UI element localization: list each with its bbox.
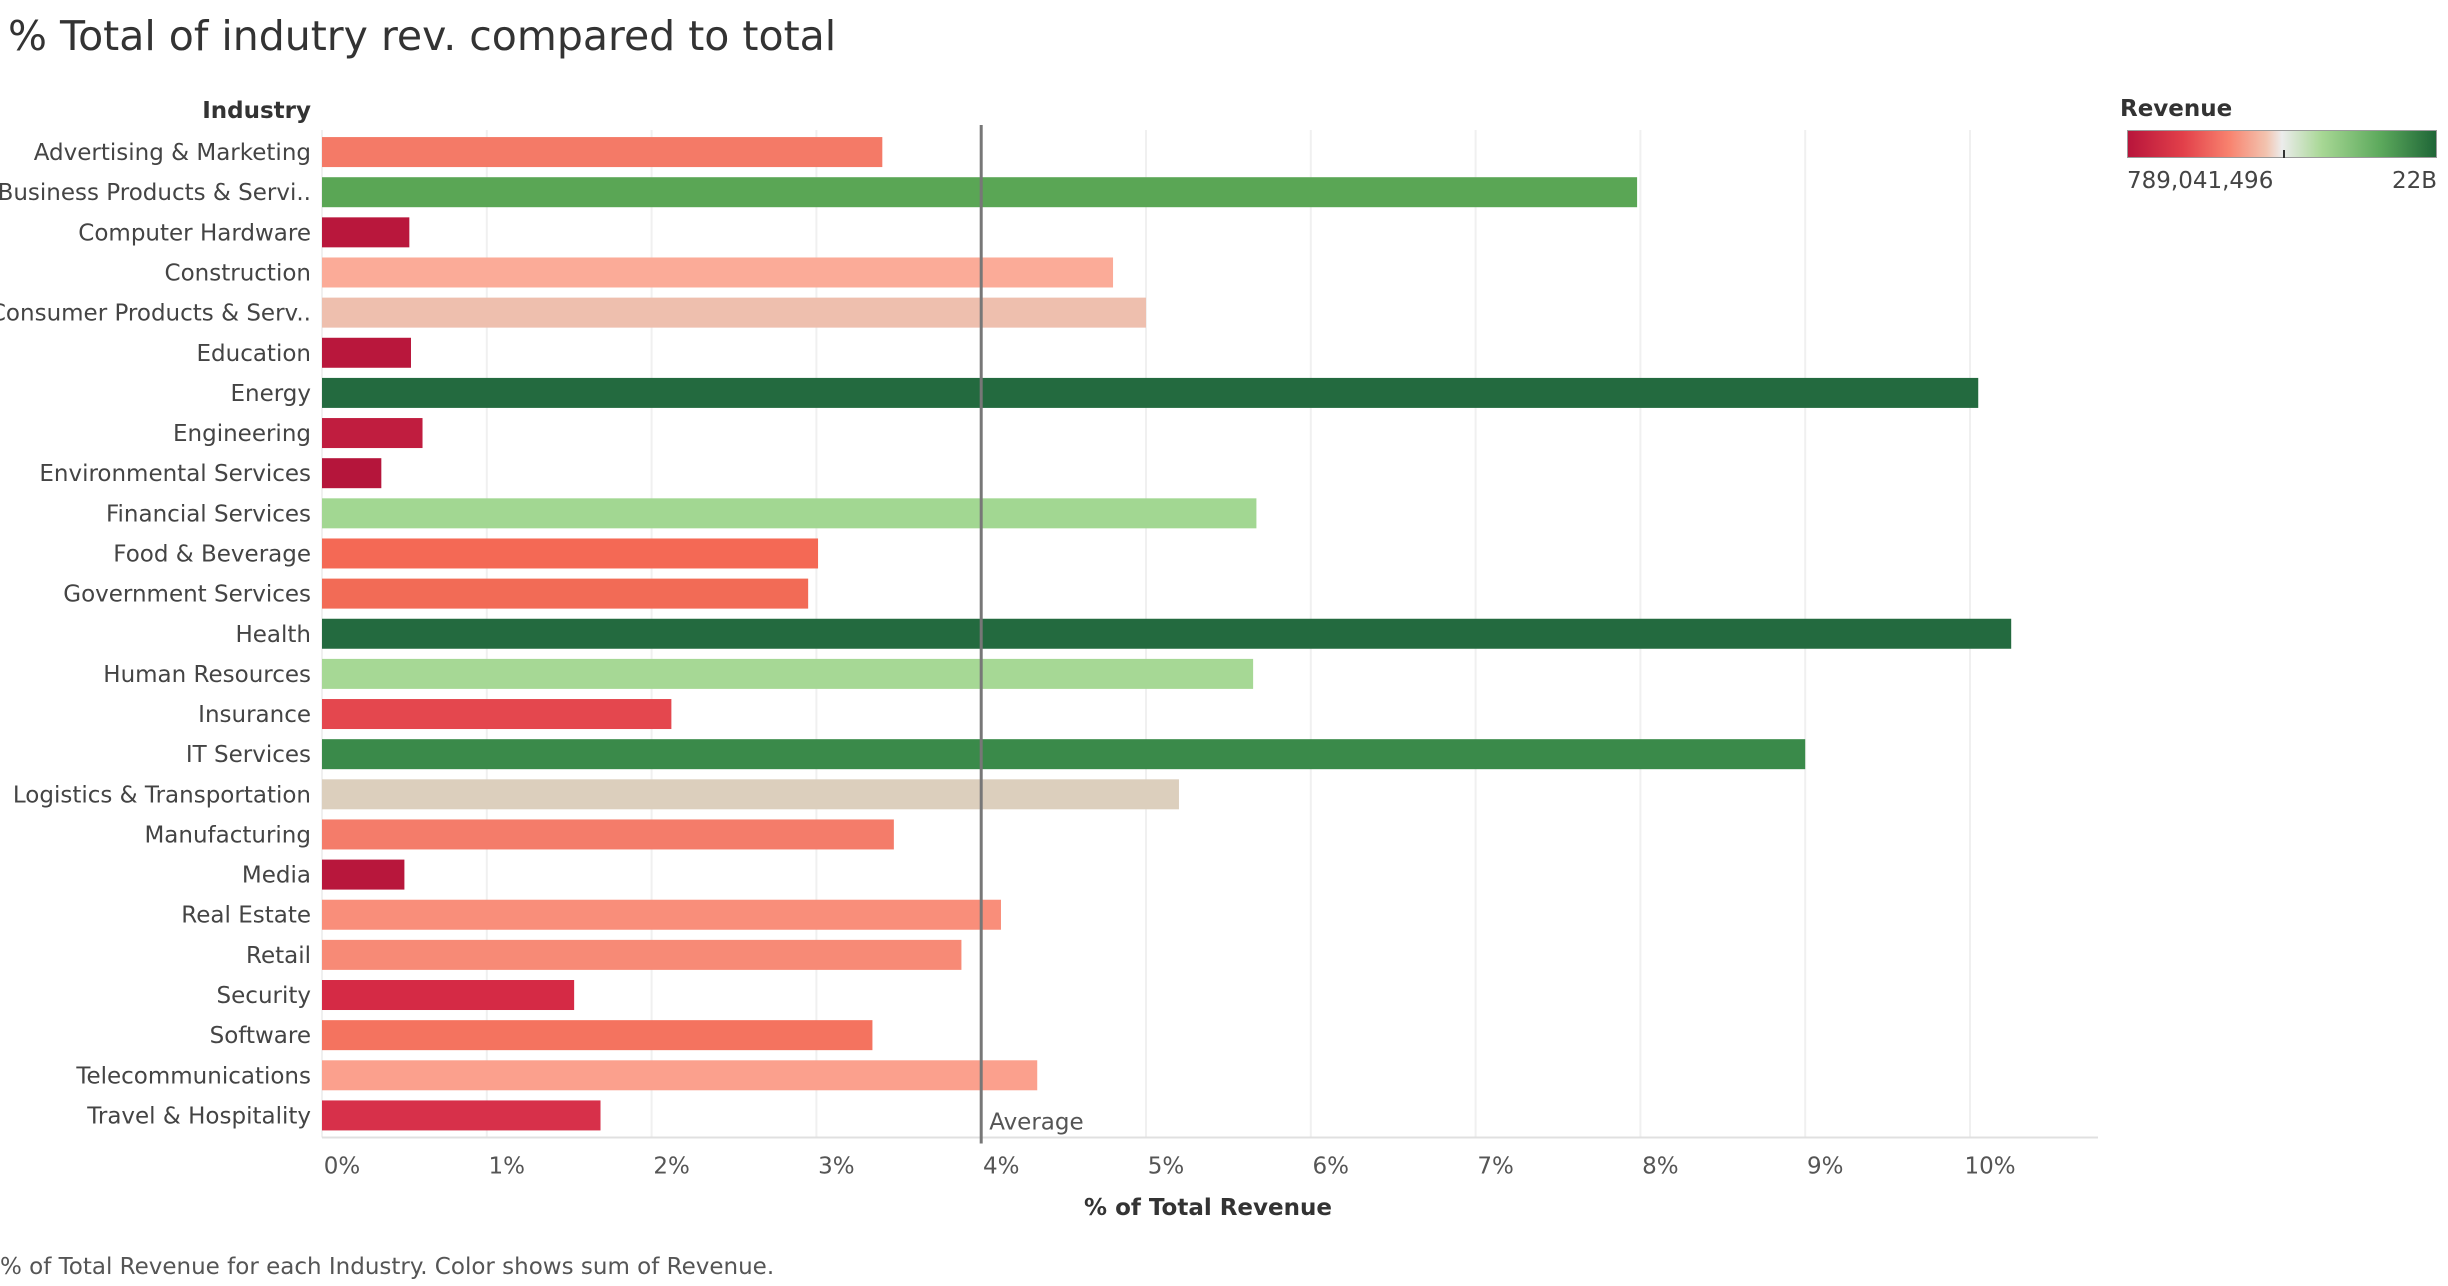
category-label: Energy [230, 381, 311, 407]
legend-max-label: 22B [2391, 168, 2437, 194]
x-tick-label: 2% [653, 1154, 690, 1180]
bar [322, 1060, 1038, 1091]
category-label: Computer Hardware [78, 220, 311, 246]
color-legend: Revenue 789,041,496 22B [2120, 96, 2448, 206]
chart-caption: % of Total Revenue for each Industry. Co… [0, 1254, 775, 1280]
average-reference-label: Average [989, 1110, 1083, 1136]
x-tick-label: 4% [983, 1154, 1020, 1180]
category-label: Security [217, 983, 311, 1009]
category-label: Environmental Services [39, 461, 311, 487]
bar [322, 859, 405, 890]
category-label: Real Estate [181, 903, 311, 929]
bar [322, 377, 1979, 408]
category-label: Business Products & Servi.. [0, 180, 311, 206]
category-label: Retail [246, 943, 311, 969]
category-label: Financial Services [106, 501, 311, 527]
x-tick-label: 1% [489, 1154, 526, 1180]
bar [322, 538, 819, 569]
x-tick-label: 8% [1642, 1154, 1679, 1180]
bar [322, 337, 411, 368]
bar [322, 498, 1257, 529]
legend-title: Revenue [2120, 96, 2233, 122]
bar [322, 819, 894, 850]
x-tick-label: 7% [1477, 1154, 1514, 1180]
bar [322, 699, 672, 730]
legend-color-ramp [2127, 130, 2437, 158]
category-label: Engineering [173, 421, 311, 447]
row-header: Industry [202, 98, 311, 124]
bar [322, 980, 575, 1011]
bar [322, 1100, 601, 1131]
chart-title: % Total of indutry rev. compared to tota… [8, 12, 837, 60]
category-labels: Advertising & Marketing Business Products… [0, 140, 311, 1129]
legend-midpoint-tick [2283, 150, 2285, 158]
category-label: Government Services [63, 582, 311, 608]
bar [322, 658, 1254, 689]
bar [322, 137, 883, 168]
bar [322, 1020, 873, 1051]
category-label: IT Services [186, 742, 311, 768]
x-tick-label: 9% [1807, 1154, 1844, 1180]
category-label: Insurance [198, 702, 311, 728]
bar [322, 939, 962, 970]
bar [322, 257, 1114, 288]
bar [322, 618, 2012, 649]
x-tick-label: 5% [1148, 1154, 1185, 1180]
x-tick-label: 6% [1313, 1154, 1350, 1180]
x-tick-label: 10% [1964, 1154, 2015, 1180]
category-label: Human Resources [103, 662, 311, 688]
bar [322, 217, 410, 248]
category-label: Travel & Hospitality [86, 1103, 311, 1129]
category-label: Manufacturing [144, 822, 311, 848]
x-axis-ticks: 0% 1% 2% 3% 4% 5% 6% 7% 8% 9% 10% [324, 1154, 2016, 1180]
x-axis-title: % of Total Revenue [1084, 1195, 1332, 1221]
bar [322, 578, 809, 609]
bar [322, 779, 1179, 810]
bar [322, 458, 382, 489]
category-label: Food & Beverage [113, 541, 311, 567]
bar [322, 177, 1638, 208]
bar [322, 899, 1001, 930]
category-label: Logistics & Transportation [13, 782, 311, 808]
category-label: Education [196, 341, 311, 367]
category-label: Construction [165, 260, 311, 286]
category-label: Consumer Products & Serv.. [0, 301, 311, 327]
bar [322, 418, 423, 449]
category-label: Media [242, 863, 311, 889]
category-label: Telecommunications [75, 1063, 311, 1089]
legend-min-label: 789,041,496 [2127, 168, 2274, 194]
x-tick-label: 3% [818, 1154, 855, 1180]
bar [322, 739, 1806, 770]
category-label: Health [235, 622, 311, 648]
category-label: Advertising & Marketing [34, 140, 311, 166]
category-label: Software [210, 1023, 311, 1049]
bars [322, 137, 2012, 1131]
x-tick-label: 0% [324, 1154, 361, 1180]
bar [322, 297, 1146, 328]
